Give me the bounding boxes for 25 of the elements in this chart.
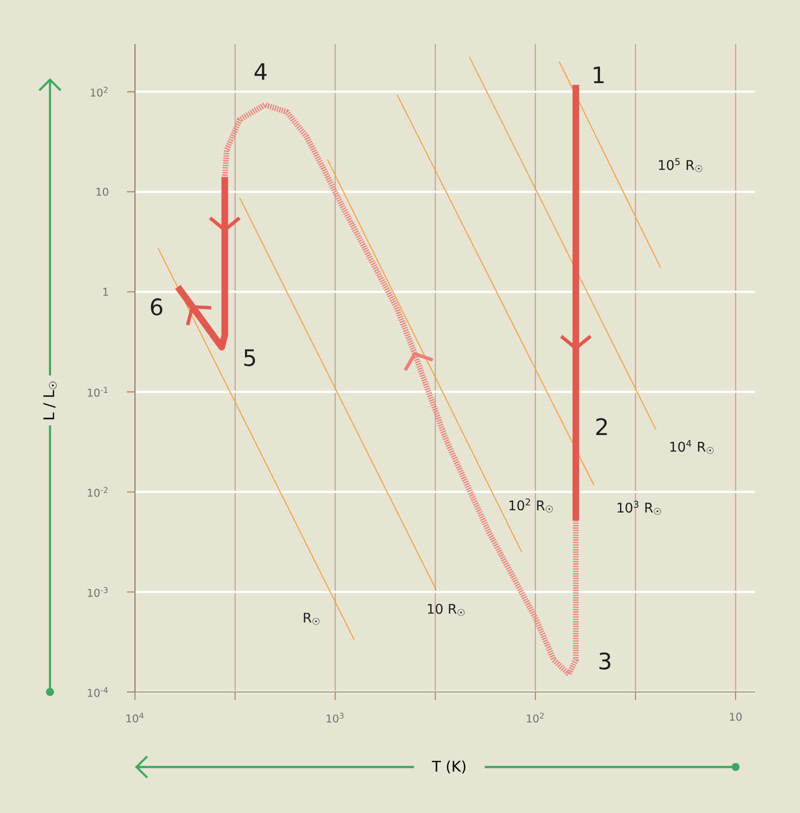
- x-tick-label: 10$^{4}$: [126, 712, 144, 722]
- annotation: 4: [254, 63, 267, 80]
- x-axis-title: T (K): [432, 760, 466, 774]
- y-tick-label: 1: [103, 288, 108, 296]
- annotation: 10$^{3}$ R$_{☉}$: [618, 500, 661, 515]
- annotation: 10$^{4}$ R$_{☉}$: [670, 440, 714, 454]
- annotation: 1: [594, 66, 604, 84]
- x-tick-label: 10$^{3}$: [326, 712, 344, 723]
- annotation: 10$^{5}$ R$_{☉}$: [659, 158, 702, 172]
- y-tick-label: 10$^{-4}$: [88, 687, 108, 697]
- x-tick-label: 10: [730, 712, 742, 721]
- y-axis-title: L / L$_{☉}$: [43, 382, 57, 420]
- annotation: R$_{☉}$: [304, 612, 320, 625]
- annotation: 5: [244, 349, 256, 366]
- x-tick-label: 10$^{2}$: [526, 712, 544, 723]
- y-tick-label: 10$^{2}$: [90, 86, 108, 97]
- y-tick-label: 10$^{-2}$: [88, 486, 108, 497]
- annotation: 3: [599, 652, 610, 670]
- annotation: 2: [596, 418, 607, 435]
- y-tick-label: 10$^{-1}$: [88, 386, 108, 397]
- annotation: 10$^{2}$ R$_{☉}$: [509, 498, 553, 512]
- annotation: 6: [150, 298, 162, 316]
- annotation: 10 R$_{☉}$: [428, 604, 464, 616]
- y-tick-label: 10$^{-3}$: [88, 587, 108, 597]
- y-tick-label: 10: [96, 188, 108, 196]
